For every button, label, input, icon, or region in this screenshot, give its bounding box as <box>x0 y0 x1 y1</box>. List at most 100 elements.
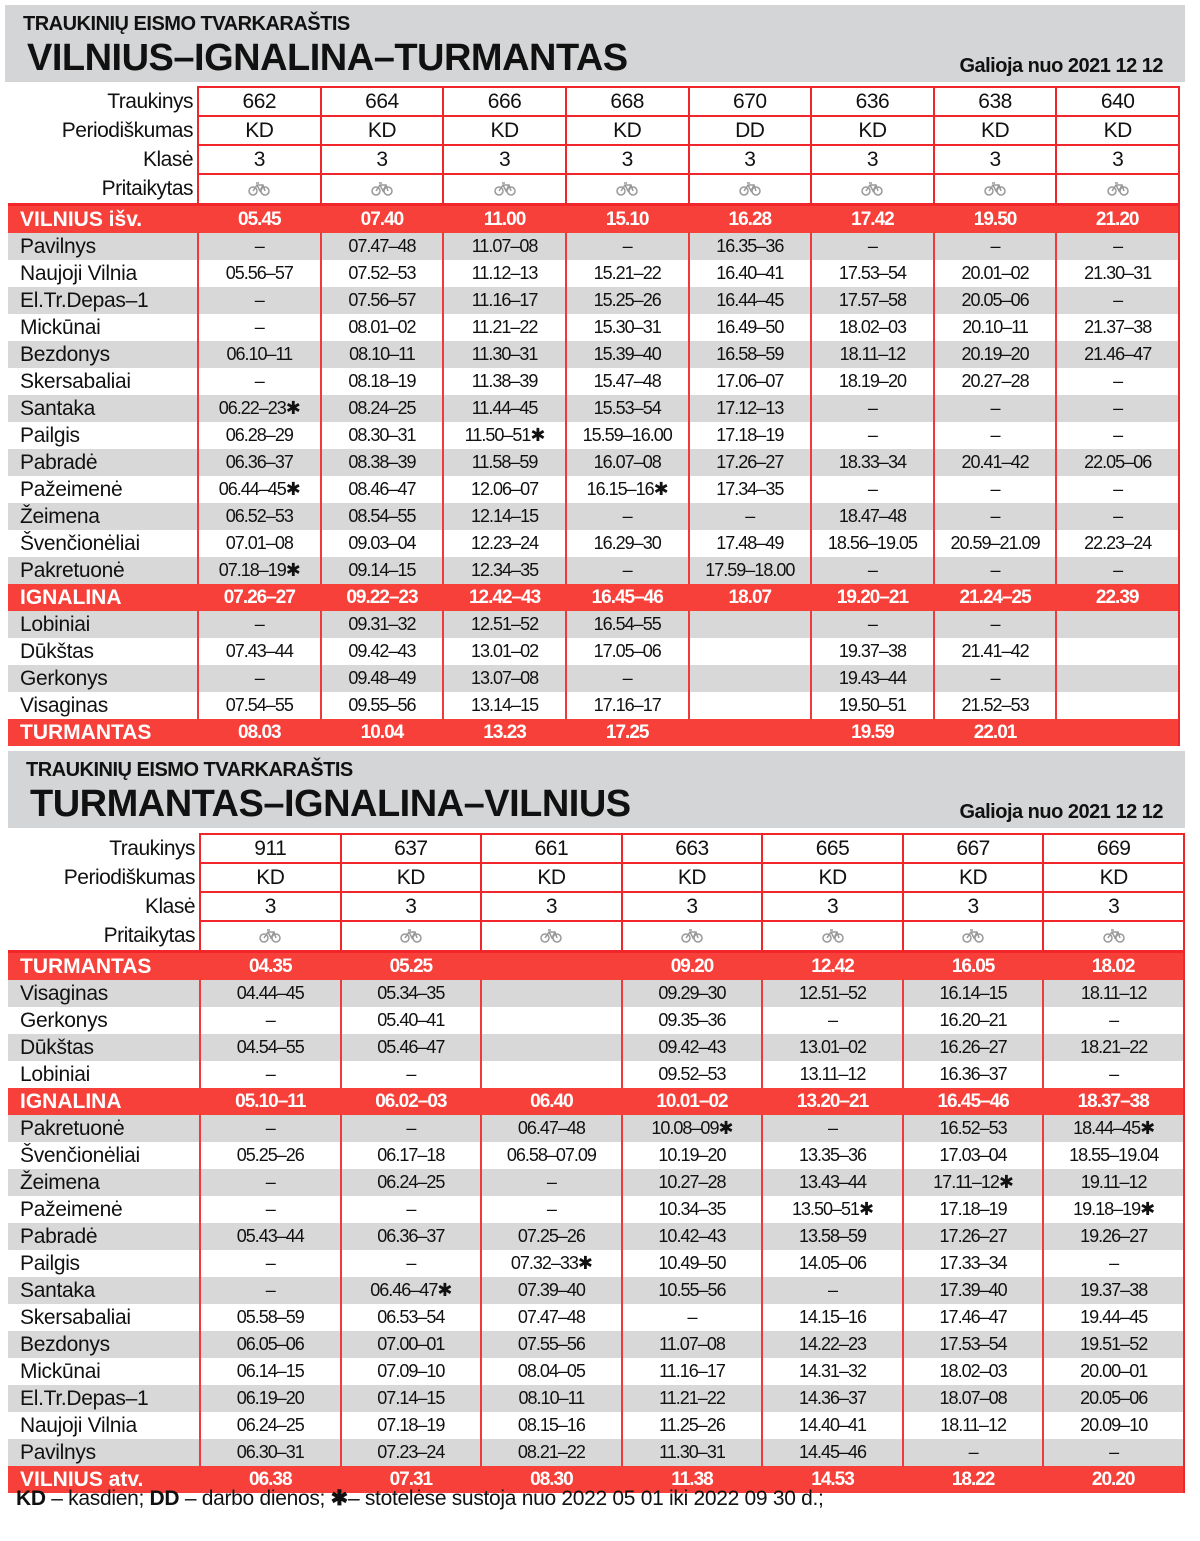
adapted-cell <box>199 919 342 953</box>
station-name: IGNALINA <box>8 1087 200 1115</box>
station-name: Švenčionėliai <box>20 531 140 555</box>
station-row: El.Tr.Depas–1–07.56–57 11.16–17 15.25–26 16… <box>8 286 1180 314</box>
adapted-cell <box>480 919 623 953</box>
time-cell: – <box>1055 367 1180 395</box>
star-text: – stotelėse sustoja nuo 2022 05 01 iki 2… <box>347 1487 824 1510</box>
station-row: Pakretuonė – –06.47–48 10.08–09✱ –16.52–53 18… <box>8 1114 1185 1142</box>
station-row: Pakretuonė 07.18–19✱ 09.14–15 12.34–35–17.5… <box>8 556 1180 584</box>
class-cell: 3 <box>687 144 813 175</box>
time-cell: 07.39–40 <box>480 1276 622 1304</box>
station-row: Gerkonys –05.40–41 09.35–36–16.20–21– <box>8 1006 1185 1034</box>
time-cell: 10.49–50 <box>620 1249 763 1277</box>
time-cell: 18.02–03 <box>810 313 934 341</box>
time-cell: 11.21–22 <box>442 313 566 341</box>
periodicity-cell: KD <box>620 862 764 893</box>
station-row: Žeimena 06.52–53 08.54–55 12.14–15– –18.47–4… <box>8 502 1180 530</box>
time-cell: 11.16–17 <box>620 1357 763 1385</box>
station-name: El.Tr.Depas–1 <box>8 286 198 314</box>
time-cell: 10.27–28 <box>620 1168 763 1196</box>
time-cell: 16.15–16✱ <box>564 475 689 503</box>
station-name: Pavilnys <box>8 232 198 260</box>
periodicity-cell: DD <box>687 115 813 146</box>
kd-text: – kasdien; <box>45 1487 150 1510</box>
time-cell: 19.59 <box>811 718 934 746</box>
time-cell: 07.18–19 <box>339 1411 482 1439</box>
time-cell: 12.42–43 <box>443 583 566 611</box>
bicycle-icon <box>371 176 393 202</box>
time-cell: 16.40–41 <box>687 259 812 287</box>
station-row: Naujoji Vilnia 05.56–57 07.52–53 11.12–13 15… <box>8 259 1180 287</box>
station-name: Pailgis <box>20 423 80 447</box>
train-number-cell: 911 <box>199 833 342 864</box>
time-cell: 06.58–07.09 <box>480 1141 622 1169</box>
time-cell: 19.20–21 <box>811 583 934 611</box>
time-cell: 18.56–19.05 <box>810 529 934 557</box>
periodicity-cell: KD <box>810 115 935 146</box>
station-row: Mickūnai –08.01–02 11.21–22 15.30–31 16.49–5… <box>8 313 1180 341</box>
adapted-row: Pritaikytas <box>8 172 1180 206</box>
bicycle-icon <box>400 923 422 949</box>
time-cell: 18.07–08 <box>901 1384 1044 1412</box>
train-number-cell: 636 <box>810 86 935 117</box>
time-cell: 08.24–25 <box>319 394 444 422</box>
time-cell: 10.42–43 <box>620 1222 763 1250</box>
station-name: IGNALINA <box>8 583 198 611</box>
time-cell: 06.10–11 <box>197 340 321 368</box>
time-cell: – <box>480 1195 622 1223</box>
station-name: Skersabaliai <box>20 1305 131 1329</box>
train-number-cell: 669 <box>1042 833 1185 864</box>
time-cell: 22.01 <box>933 718 1057 746</box>
time-cell: 15.53–54 <box>564 394 689 422</box>
station-name: Pažeimenė <box>20 477 123 501</box>
station-name: Pailgis <box>20 1251 80 1275</box>
time-cell: 08.30 <box>481 1465 622 1493</box>
time-cell: 20.05–06 <box>1042 1384 1185 1412</box>
time-cell: 05.40–41 <box>339 1006 482 1034</box>
station-row: Pavilnys 06.30–31 07.23–24 08.21–22 11.30–31… <box>8 1438 1185 1466</box>
time-cell: 06.47–48 <box>480 1114 622 1142</box>
time-cell: 06.53–54 <box>339 1303 482 1331</box>
time-cell: – <box>339 1195 482 1223</box>
time-cell: 06.24–25 <box>339 1168 482 1196</box>
class-label: Klasė <box>144 895 196 918</box>
time-cell: 18.37–38 <box>1043 1087 1185 1115</box>
time-cell: 07.32–33✱ <box>480 1249 622 1277</box>
station-name: Dūkštas <box>20 639 94 663</box>
time-cell: 09.48–49 <box>319 664 444 692</box>
time-cell: 12.23–24 <box>442 529 566 557</box>
time-cell: 17.33–34 <box>901 1249 1044 1277</box>
time-cell: – <box>1042 1249 1185 1277</box>
time-cell: 13.23 <box>443 718 566 746</box>
time-cell: 11.07–08 <box>620 1330 763 1358</box>
time-cell: 11.50–51✱ <box>442 421 566 449</box>
adapted-label: Pritaikytas <box>101 176 194 200</box>
class-row: Klasė 3 3 3 3 3 3 3 <box>8 891 1185 922</box>
time-cell: 17.39–40 <box>901 1276 1044 1304</box>
time-cell: 20.27–28 <box>932 367 1057 395</box>
time-cell: 05.25 <box>340 949 482 980</box>
time-cell: 21.52–53 <box>932 691 1057 719</box>
time-cell: 14.45–46 <box>761 1438 903 1466</box>
time-cell: 15.10 <box>565 202 689 233</box>
time-cell: 12.51–52 <box>442 610 566 638</box>
time-cell: 17.05–06 <box>564 637 689 665</box>
dd-text: – darbo dienos; <box>179 1487 331 1510</box>
time-cell: 13.01–02 <box>442 637 566 665</box>
time-cell: – <box>1055 556 1180 584</box>
station-name: Dūkštas <box>8 1033 200 1061</box>
time-cell <box>1055 637 1180 665</box>
time-cell: – <box>197 232 321 260</box>
time-cell: 06.24–25 <box>199 1411 341 1439</box>
class-cell: 3 <box>199 891 342 922</box>
station-name: Santaka <box>8 394 198 422</box>
time-cell: 07.31 <box>340 1465 482 1493</box>
time-cell: 14.05–06 <box>761 1249 903 1277</box>
time-cell: 12.51–52 <box>761 979 903 1007</box>
time-cell: 06.46–47✱ <box>339 1276 482 1304</box>
time-cell: – <box>199 1006 341 1034</box>
time-cell: 07.14–15 <box>339 1384 482 1412</box>
periodicity-cell: KD <box>1055 115 1180 146</box>
time-cell: 07.43–44 <box>197 637 321 665</box>
time-cell: 12.14–15 <box>442 502 566 530</box>
station-name: Naujoji Vilnia <box>20 261 137 285</box>
